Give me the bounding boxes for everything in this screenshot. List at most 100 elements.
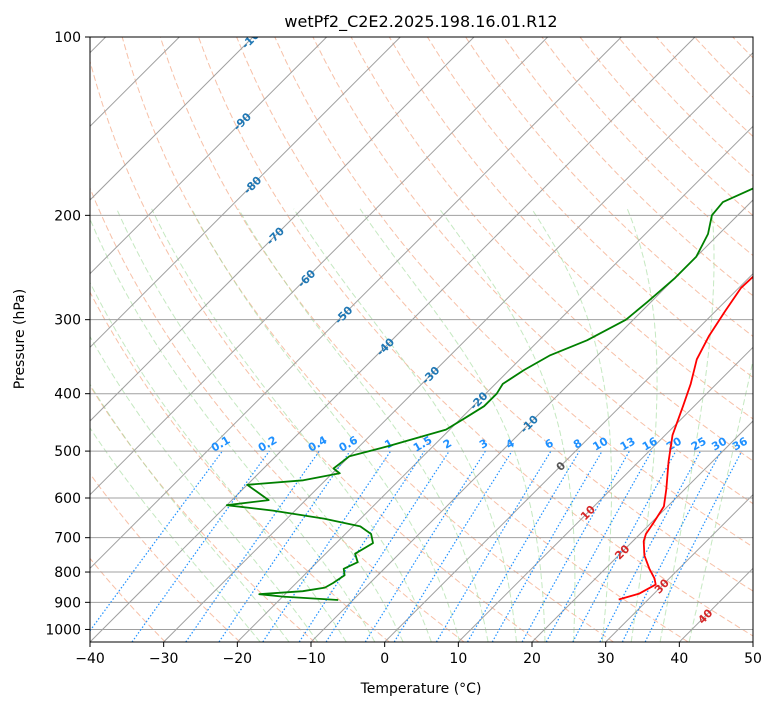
mixing-ratio-line bbox=[435, 450, 552, 642]
dry-adiabat-line bbox=[312, 37, 753, 505]
moist-adiabat-line bbox=[237, 208, 489, 642]
x-axis-label: Temperature (°C) bbox=[360, 681, 482, 697]
moist-adiabat-line bbox=[151, 208, 432, 642]
x-tick-label: 10 bbox=[449, 651, 467, 667]
mixing-ratio-line bbox=[90, 450, 223, 632]
mixing-ratio-line bbox=[521, 450, 631, 642]
dry-adiabat-line bbox=[90, 186, 465, 642]
mixing-ratio-line bbox=[262, 450, 392, 642]
y-axis-label: Pressure (hPa) bbox=[12, 289, 28, 389]
chart-title: wetPf2_C2E2.2025.198.16.01.R12 bbox=[284, 12, 557, 32]
isotherm-line bbox=[678, 567, 753, 642]
pressure-gridlines bbox=[90, 37, 753, 630]
mixing-ratio-label: 2 bbox=[441, 437, 454, 452]
x-axis-ticks: −40 −30 −20 −10 0 10 20 30 40 50 bbox=[75, 642, 762, 667]
mixing-ratio-line bbox=[621, 450, 722, 642]
y-tick-label: 400 bbox=[54, 387, 81, 403]
y-tick-label: 200 bbox=[54, 208, 81, 224]
dry-adiabat-line bbox=[465, 37, 753, 338]
dry-adiabat-line bbox=[388, 37, 753, 420]
mixing-ratio-line bbox=[218, 450, 351, 642]
mixing-ratio-line bbox=[599, 450, 702, 642]
isotherm-label: -60 bbox=[295, 267, 318, 290]
x-tick-label: −10 bbox=[296, 651, 326, 667]
mixing-ratio-line bbox=[131, 450, 270, 642]
isotherm-label: -50 bbox=[332, 303, 355, 326]
temperature-line bbox=[618, 275, 753, 601]
y-tick-label: 700 bbox=[54, 531, 81, 547]
y-axis-ticks: 100 200 300 400 500 600 700 800 900 1000 bbox=[45, 30, 90, 638]
moist-adiabat-line bbox=[90, 383, 290, 642]
dry-adiabat-line bbox=[274, 37, 753, 548]
mixing-ratio-label: 4 bbox=[504, 436, 517, 451]
x-tick-label: 20 bbox=[523, 651, 541, 667]
mixing-ratio-line bbox=[572, 450, 677, 642]
isotherm-line bbox=[531, 420, 753, 642]
isotherm-label: -30 bbox=[419, 364, 442, 387]
dry-adiabat-line bbox=[90, 59, 540, 642]
moist-adiabat-line bbox=[293, 208, 517, 642]
isotherms bbox=[90, 37, 753, 642]
isotherm-line bbox=[90, 37, 622, 570]
isotherm-line bbox=[236, 125, 753, 642]
isotherm-line bbox=[752, 641, 753, 642]
isotherm-line bbox=[457, 346, 753, 642]
y-tick-label: 800 bbox=[54, 565, 81, 581]
x-tick-label: 30 bbox=[597, 651, 615, 667]
moist-adiabat-line bbox=[90, 427, 261, 642]
x-tick-label: −40 bbox=[75, 651, 105, 667]
x-tick-label: −30 bbox=[149, 651, 179, 667]
isotherm-line bbox=[90, 37, 328, 275]
isotherm-line bbox=[90, 37, 254, 201]
dry-adiabat-line bbox=[503, 37, 753, 297]
dewpoint-line bbox=[225, 187, 753, 601]
x-tick-label: −20 bbox=[223, 651, 253, 667]
dry-adiabat-line bbox=[656, 37, 753, 138]
x-tick-label: 40 bbox=[670, 651, 688, 667]
y-tick-label: 900 bbox=[54, 595, 81, 611]
mixing-ratio-line bbox=[393, 450, 513, 642]
isotherm-line bbox=[90, 37, 401, 349]
moist-adiabat-line bbox=[531, 208, 612, 642]
dry-adiabat-line bbox=[350, 37, 753, 462]
dry-adiabat-line bbox=[90, 472, 241, 642]
mixing-ratio-line bbox=[545, 450, 653, 642]
y-tick-label: 300 bbox=[54, 313, 81, 329]
dry-adiabat-line bbox=[90, 557, 166, 642]
mixing-ratio-line bbox=[644, 450, 743, 642]
dry-adiabat-line bbox=[90, 291, 390, 642]
plot-frame bbox=[89, 36, 754, 643]
moist-adiabats bbox=[90, 208, 753, 642]
dry-adiabat-line bbox=[90, 384, 316, 642]
moist-adiabat-line bbox=[191, 208, 461, 642]
moist-adiabat-line bbox=[659, 208, 715, 642]
x-tick-label: 0 bbox=[380, 651, 389, 667]
mixing-ratio-line bbox=[185, 450, 320, 642]
y-tick-label: 1000 bbox=[45, 622, 81, 638]
x-tick-label: 50 bbox=[744, 651, 762, 667]
mixing-ratio-line bbox=[364, 450, 486, 642]
mixing-ratio-line bbox=[325, 450, 450, 642]
mixing-ratio-line bbox=[298, 450, 425, 642]
mixing-ratio-label: 6 bbox=[543, 436, 556, 451]
y-tick-label: 100 bbox=[54, 30, 81, 46]
dry-adiabat-line bbox=[732, 37, 753, 59]
mixing-ratio-lines bbox=[90, 450, 743, 642]
dry-adiabat-line bbox=[426, 37, 753, 378]
dry-adiabat-line bbox=[541, 37, 753, 257]
mixing-ratio-label: 3 bbox=[477, 437, 490, 452]
isotherm-line bbox=[163, 51, 753, 642]
y-tick-label: 500 bbox=[54, 444, 81, 460]
isotherm-line bbox=[605, 493, 753, 642]
isotherm-line bbox=[90, 37, 696, 642]
isotherm-line bbox=[90, 37, 475, 422]
dry-adiabat-line bbox=[236, 37, 753, 592]
plot-area: 0.1 0.2 0.4 0.6 1 1.5 2 3 4 6 8 10 13 16 20 25 30 36-100-… bbox=[90, 37, 775, 642]
moist-adiabat-line bbox=[90, 217, 376, 642]
moist-adiabat-line bbox=[626, 208, 658, 642]
isotherm-line bbox=[90, 37, 549, 496]
isotherm-line bbox=[384, 272, 753, 642]
y-tick-label: 600 bbox=[54, 491, 81, 507]
dry-adiabat-line bbox=[771, 37, 775, 642]
